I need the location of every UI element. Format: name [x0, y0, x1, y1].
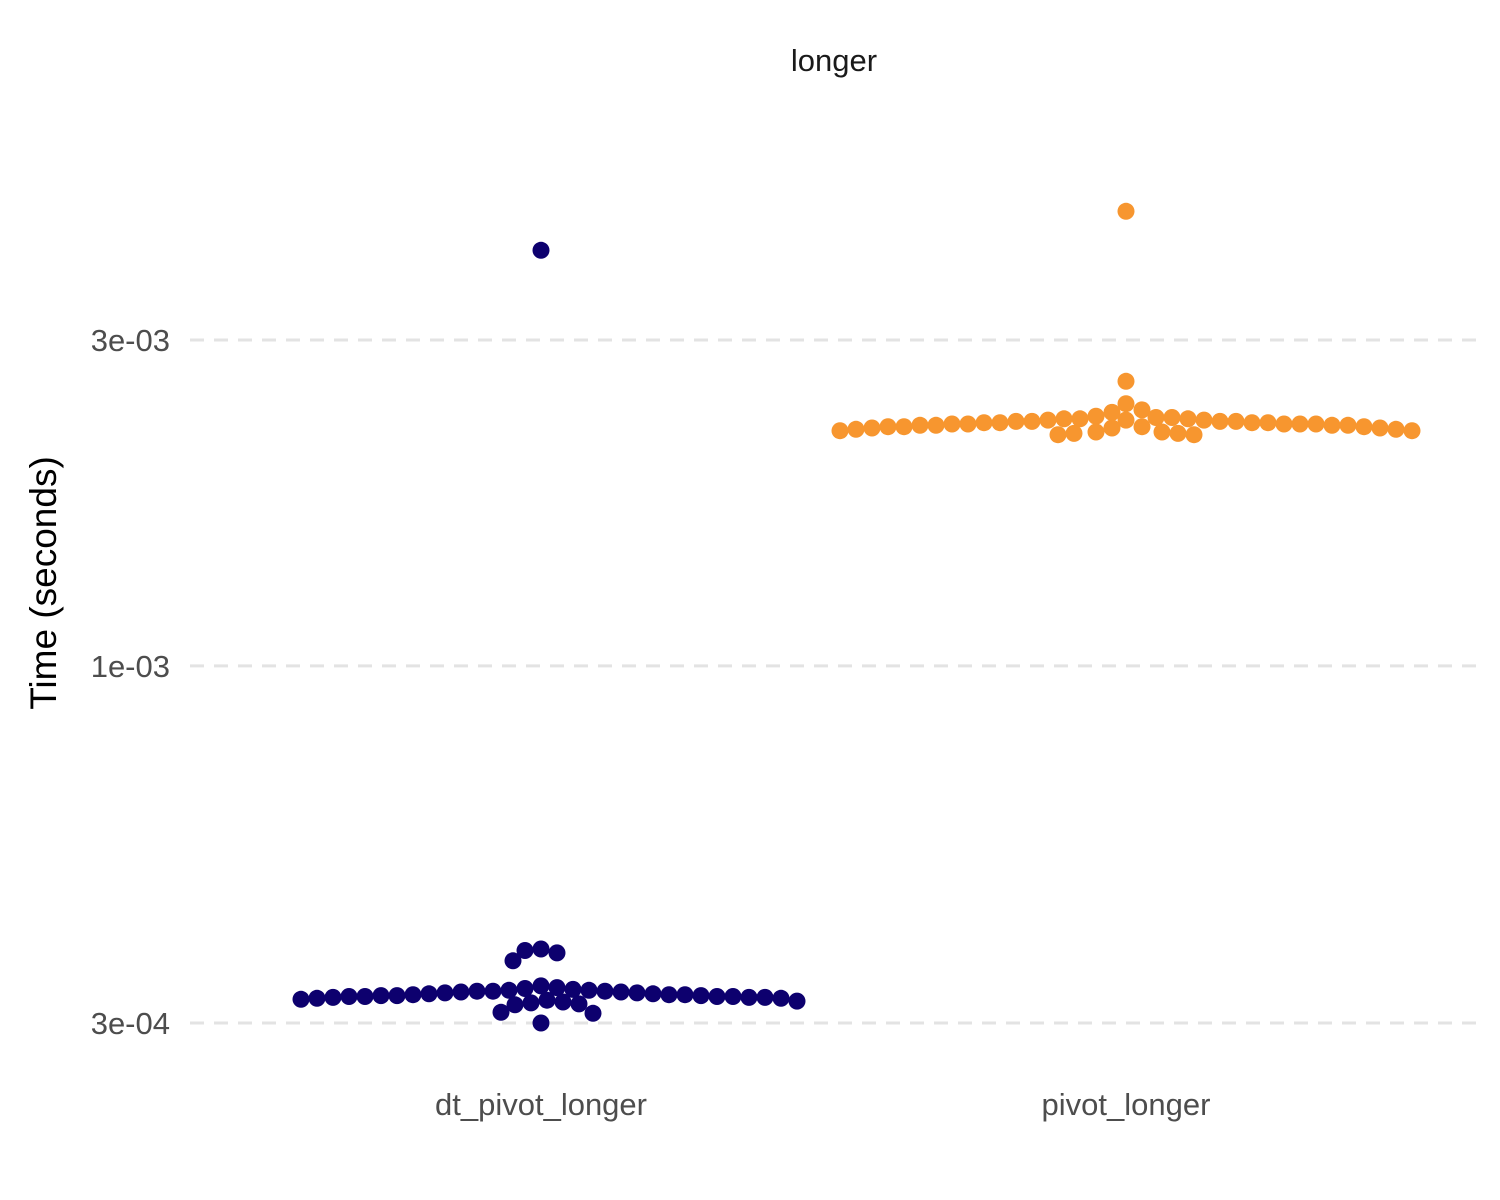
data-point	[1276, 416, 1293, 433]
data-point	[539, 992, 556, 1009]
data-point	[389, 987, 406, 1004]
data-point	[1356, 418, 1373, 435]
data-point	[1154, 424, 1171, 441]
data-point	[741, 989, 758, 1006]
x-tick-label: dt_pivot_longer	[435, 1087, 647, 1122]
data-point	[645, 985, 662, 1002]
data-point	[1118, 373, 1135, 390]
data-point	[1056, 410, 1073, 427]
data-point	[1404, 422, 1421, 439]
facet-title: longer	[791, 43, 877, 78]
data-point	[357, 988, 374, 1005]
data-points	[293, 203, 1421, 1032]
data-point	[1170, 425, 1187, 442]
data-point	[493, 1004, 510, 1021]
data-point	[880, 418, 897, 435]
data-point	[613, 984, 630, 1001]
data-point	[693, 987, 710, 1004]
data-point	[1008, 413, 1025, 430]
data-point	[555, 994, 572, 1011]
data-point	[832, 422, 849, 439]
data-point	[1148, 409, 1165, 426]
data-point	[709, 988, 726, 1005]
data-point	[1024, 413, 1041, 430]
data-point	[1180, 410, 1197, 427]
data-point	[1196, 412, 1213, 429]
data-point	[1388, 421, 1405, 438]
data-point	[501, 982, 518, 999]
data-point	[1186, 426, 1203, 443]
data-point	[1040, 412, 1057, 429]
data-point	[944, 416, 961, 433]
data-point	[1212, 413, 1229, 430]
data-point	[1118, 203, 1135, 220]
data-point	[1164, 409, 1181, 426]
data-point	[864, 420, 881, 437]
y-tick-label: 3e-04	[91, 1006, 170, 1041]
data-point	[677, 986, 694, 1003]
data-point	[912, 417, 929, 434]
data-point	[1372, 420, 1389, 437]
data-point	[725, 988, 742, 1005]
data-point	[1088, 408, 1105, 425]
data-point	[1308, 416, 1325, 433]
data-point	[453, 984, 470, 1001]
data-point	[1324, 417, 1341, 434]
data-point	[505, 952, 522, 969]
data-point	[309, 990, 326, 1007]
data-point	[549, 944, 566, 961]
data-point	[661, 986, 678, 1003]
data-point	[1292, 416, 1309, 433]
data-point	[373, 987, 390, 1004]
data-point	[629, 984, 646, 1001]
x-tick-labels: dt_pivot_longer pivot_longer	[435, 1087, 1210, 1122]
data-point	[976, 414, 993, 431]
y-tick-label: 1e-03	[91, 649, 170, 684]
data-point	[992, 414, 1009, 431]
data-point	[1260, 414, 1277, 431]
data-point	[469, 983, 486, 1000]
data-point	[1340, 417, 1357, 434]
data-point	[1228, 413, 1245, 430]
data-point	[581, 982, 598, 999]
data-point	[773, 990, 790, 1007]
data-point	[437, 984, 454, 1001]
x-tick-label: pivot_longer	[1042, 1087, 1211, 1122]
data-point	[1134, 418, 1151, 435]
gridlines	[190, 340, 1478, 1023]
y-tick-label: 3e-03	[91, 323, 170, 358]
y-tick-labels: 3e-04 1e-03 3e-03	[91, 323, 170, 1041]
data-point	[928, 417, 945, 434]
data-point	[789, 993, 806, 1010]
data-point	[1088, 424, 1105, 441]
data-point	[1050, 426, 1067, 443]
data-point	[293, 991, 310, 1008]
data-point	[533, 1015, 550, 1032]
data-point	[1072, 410, 1089, 427]
data-point	[533, 941, 550, 958]
data-point	[896, 418, 913, 435]
data-point	[405, 986, 422, 1003]
data-point	[325, 989, 342, 1006]
data-point	[757, 989, 774, 1006]
data-point	[1118, 395, 1135, 412]
data-point	[571, 995, 588, 1012]
data-point	[585, 1005, 602, 1022]
data-point	[1066, 425, 1083, 442]
data-point	[848, 421, 865, 438]
data-point	[485, 983, 502, 1000]
data-point	[523, 994, 540, 1011]
data-point	[960, 416, 977, 433]
data-point	[597, 983, 614, 1000]
data-point	[1104, 420, 1121, 437]
data-point	[421, 985, 438, 1002]
data-point	[341, 988, 358, 1005]
data-point	[533, 242, 550, 259]
data-point	[1244, 414, 1261, 431]
y-axis-title: Time (seconds)	[23, 456, 64, 710]
